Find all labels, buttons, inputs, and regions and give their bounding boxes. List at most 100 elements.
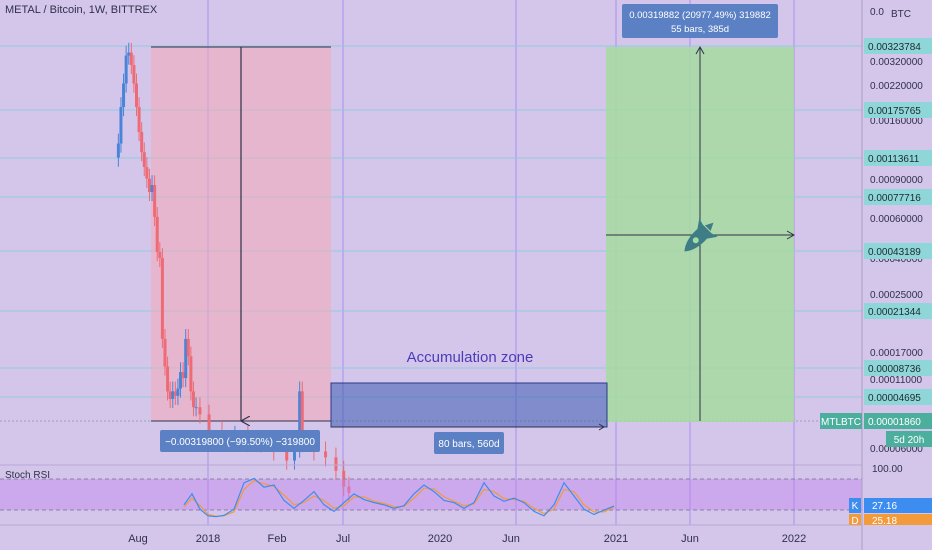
time-tick-label: 2021 xyxy=(604,533,628,545)
stoch-top-label: 100.00 xyxy=(872,464,903,475)
price-level-tag: 0.00004695 xyxy=(864,389,932,405)
price-tick-label: 0.00040000 xyxy=(870,254,923,265)
candle xyxy=(147,168,151,202)
candle xyxy=(124,45,128,93)
current-price-tag: 0.00001860 xyxy=(864,413,932,429)
candle xyxy=(137,97,141,142)
candle xyxy=(127,42,131,65)
svg-text:0.00323784: 0.00323784 xyxy=(868,42,921,53)
candle xyxy=(324,441,328,467)
price-axis[interactable]: 0.00320000 0.00220000 0.00160000 0.00090000… xyxy=(820,7,932,527)
svg-text:0.00004695: 0.00004695 xyxy=(868,393,921,404)
stoch-k-line xyxy=(183,477,615,518)
price-tick-label: 0.00160000 xyxy=(870,116,923,127)
svg-text:MTLBTC: MTLBTC xyxy=(821,417,861,428)
accumulation-zone[interactable] xyxy=(330,382,608,428)
svg-text:K: K xyxy=(852,501,859,512)
price-level-tag: 0.00008736 xyxy=(864,360,932,376)
stoch-d-line xyxy=(183,479,615,517)
candle xyxy=(171,381,175,409)
price-tick-label: 0.00060000 xyxy=(870,214,923,225)
accumulation-label[interactable]: 80 bars, 560d xyxy=(434,432,504,454)
svg-text:0.00021344: 0.00021344 xyxy=(868,307,921,318)
quote-unit-label: BTC xyxy=(891,9,911,20)
time-tick-label: 2018 xyxy=(196,533,220,545)
candle xyxy=(194,397,198,417)
time-axis[interactable]: Aug 2018 Feb Jul 2020 Jun 2021 Jun 2022 xyxy=(128,533,806,545)
price-tick-label: 0.00006000 xyxy=(870,444,923,455)
candle xyxy=(132,55,136,93)
stoch-band xyxy=(0,479,862,510)
svg-text:0.00113611: 0.00113611 xyxy=(868,154,920,165)
time-tick-label: Jul xyxy=(336,533,350,545)
time-tick-label: Aug xyxy=(128,533,148,545)
price-level-tag: 0.00077716 xyxy=(864,189,932,205)
svg-text:25.18: 25.18 xyxy=(872,516,897,527)
candle xyxy=(198,397,202,424)
candle xyxy=(119,97,123,153)
svg-text:0.00175765: 0.00175765 xyxy=(868,106,921,117)
svg-text:0.00008736: 0.00008736 xyxy=(868,364,921,375)
price-tick-label: 0.00320000 xyxy=(870,57,923,68)
price-level-tag: 0.00043189 xyxy=(864,243,932,259)
price-level-tag: 0.00323784 xyxy=(864,38,932,54)
candle xyxy=(184,329,188,388)
svg-text:27.16: 27.16 xyxy=(872,501,897,512)
svg-text:0.00077716: 0.00077716 xyxy=(868,193,921,204)
price-tick-label: 0.00011000 xyxy=(870,375,923,386)
time-tick-label: Feb xyxy=(268,533,287,545)
time-tick-label: Jun xyxy=(502,533,520,545)
candle xyxy=(191,381,195,417)
symbol-tag: MTLBTC xyxy=(820,413,862,429)
svg-text:0.00043189: 0.00043189 xyxy=(868,247,921,258)
time-tick-label: 2020 xyxy=(428,533,452,545)
svg-text:D: D xyxy=(851,516,858,527)
candle xyxy=(122,73,126,117)
target-arrow-right xyxy=(786,230,796,240)
svg-text:5d 20h: 5d 20h xyxy=(894,435,925,446)
price-tick-label-top: 0.0 xyxy=(870,7,884,18)
candle xyxy=(135,73,138,117)
target-arrow-up xyxy=(695,45,705,55)
target-label[interactable]: 0.00319882 (20977.49%) 319882 55 bars, 3… xyxy=(622,4,778,38)
candle xyxy=(166,356,170,401)
candle xyxy=(153,175,157,227)
accumulation-arrow xyxy=(598,423,605,431)
symbol-title: METAL / Bitcoin, 1W, BITTREX xyxy=(5,4,158,16)
time-tick-label: 2022 xyxy=(782,533,806,545)
svg-text:0.00001860: 0.00001860 xyxy=(868,417,921,428)
candle xyxy=(173,381,177,405)
price-tick-label: 0.00090000 xyxy=(870,175,923,186)
candle xyxy=(150,175,154,202)
price-level-tag: 0.00175765 xyxy=(864,102,932,118)
target-label-line1: 0.00319882 (20977.49%) 319882 xyxy=(629,10,771,21)
candle xyxy=(155,207,159,262)
drop-label[interactable]: −0.00319800 (−99.50%) −319800 xyxy=(160,430,320,452)
price-level-tag: 0.00113611 xyxy=(864,150,932,166)
candle xyxy=(140,122,144,162)
price-tick-label: 0.00220000 xyxy=(870,81,923,92)
candle xyxy=(186,329,190,366)
candle xyxy=(179,362,183,398)
accumulation-label-text: 80 bars, 560d xyxy=(438,439,499,450)
bar-countdown: 5d 20h xyxy=(886,431,932,447)
stoch-d-tag: D 25.18 xyxy=(849,514,932,527)
stoch-rsi-panel[interactable] xyxy=(0,464,862,518)
candle xyxy=(163,329,167,376)
candle xyxy=(129,42,133,75)
accumulation-title: Accumulation zone xyxy=(407,349,534,366)
drop-label-text: −0.00319800 (−99.50%) −319800 xyxy=(165,437,315,448)
candle xyxy=(116,133,120,167)
candle xyxy=(176,378,180,405)
candle xyxy=(158,242,162,268)
candle xyxy=(181,362,185,388)
stoch-rsi-label: Stoch RSI xyxy=(5,470,51,481)
price-level-tag: 0.00021344 xyxy=(864,303,932,319)
price-tick-label: 0.00025000 xyxy=(870,290,923,301)
candle xyxy=(160,248,164,349)
stoch-k-tag: K 27.16 xyxy=(849,498,932,513)
candle xyxy=(189,346,193,401)
candle xyxy=(145,157,149,188)
